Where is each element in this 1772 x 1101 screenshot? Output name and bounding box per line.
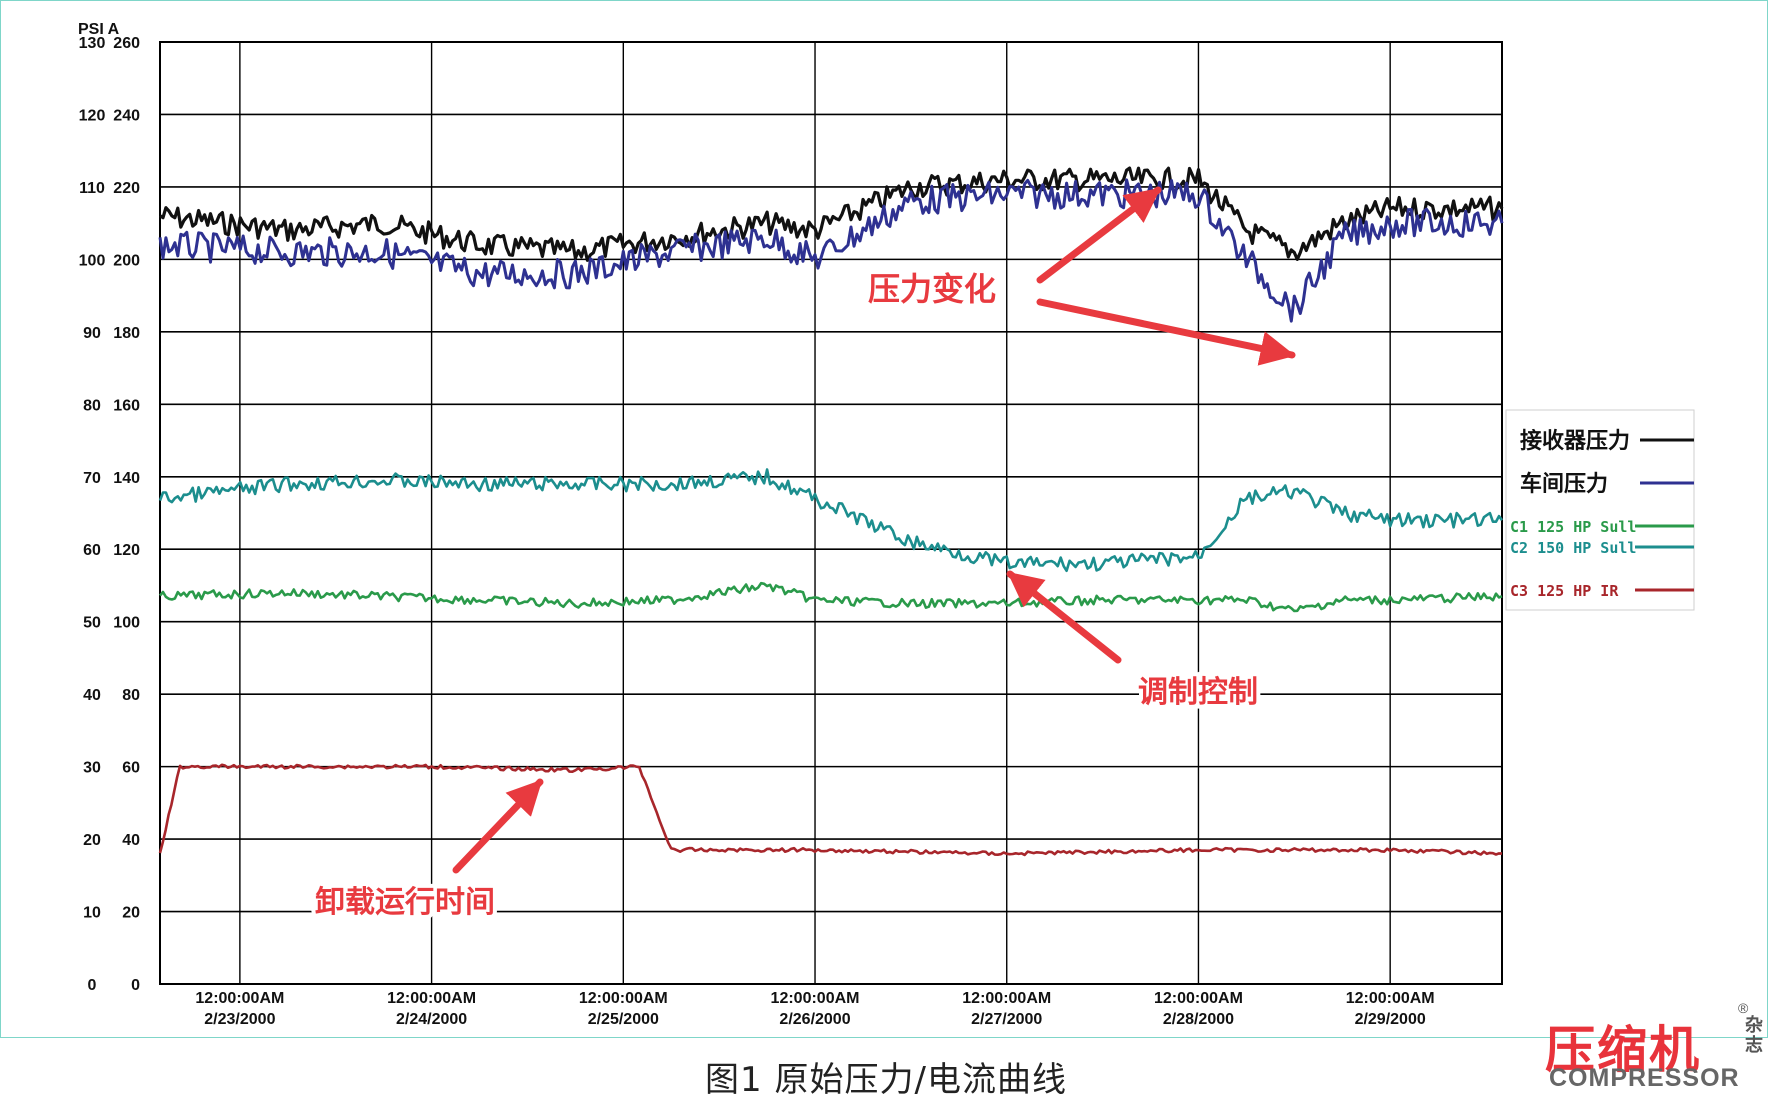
y-tick-label-psi: 60	[83, 542, 101, 559]
x-tick-label-date: 2/29/2000	[1355, 1011, 1426, 1028]
brand-magazine-mark: 杂志	[1745, 1015, 1763, 1056]
y-tick-label-amps: 120	[113, 542, 140, 559]
x-tick-label-time: 12:00:00AM	[1346, 990, 1435, 1007]
series-line	[159, 166, 1504, 262]
x-tick-label-date: 2/26/2000	[779, 1011, 850, 1028]
x-tick-label-time: 12:00:00AM	[195, 990, 284, 1007]
brand-logo: 压缩机 COMPRESSOR 杂志 ®	[1545, 1000, 1767, 1092]
x-tick-label-time: 12:00:00AM	[1154, 990, 1243, 1007]
series-line	[158, 763, 1503, 857]
annotation-arrow	[452, 778, 544, 874]
y-tick-label-psi: 80	[83, 397, 101, 414]
registered-mark: ®	[1738, 1000, 1749, 1016]
legend-entry-label: C1 125 HP Sull	[1510, 518, 1636, 536]
legend-entry-label: C3 125 HP IR	[1510, 582, 1619, 600]
y-tick-label-amps: 200	[113, 252, 140, 269]
y-tick-label-psi: 70	[83, 470, 101, 487]
legend-box	[1505, 409, 1695, 611]
y-tick-label-psi: 30	[83, 760, 101, 777]
series-line	[158, 178, 1504, 323]
annotation-arrow	[1006, 570, 1122, 664]
y-tick-label-amps: 220	[113, 180, 140, 197]
y-tick-label-psi: 130	[79, 35, 106, 52]
y-tick-label-psi: 110	[79, 180, 105, 197]
y-tick-label-psi: 0	[88, 977, 97, 994]
x-tick-label-date: 2/27/2000	[971, 1011, 1042, 1028]
x-tick-label-time: 12:00:00AM	[962, 990, 1051, 1007]
y-tick-label-psi: 10	[83, 905, 101, 922]
y-tick-label-psi: 20	[83, 832, 101, 849]
y-tick-label-amps: 160	[113, 397, 140, 414]
y-tick-label-psi: 100	[79, 252, 106, 269]
y-tick-label-amps: 80	[122, 687, 140, 704]
series-layer	[158, 166, 1504, 857]
units-label: PSI A	[78, 21, 120, 38]
legend-entry-label: C2 150 HP Sull	[1510, 539, 1636, 557]
legend-entry-label: 车间压力	[1520, 471, 1608, 497]
x-tick-label-date: 2/24/2000	[396, 1011, 467, 1028]
annotation-label: 卸载运行时间	[315, 885, 495, 920]
x-tick-label-date: 2/28/2000	[1163, 1011, 1234, 1028]
y-tick-label-amps: 0	[131, 977, 140, 994]
y-tick-label-amps: 20	[122, 905, 140, 922]
x-tick-label-date: 2/25/2000	[588, 1011, 659, 1028]
plot-border	[159, 41, 1503, 985]
y-tick-label-psi: 40	[83, 687, 101, 704]
annotation-arrow	[1036, 186, 1162, 284]
y-tick-label-amps: 100	[113, 615, 140, 632]
brand-name-en: COMPRESSOR	[1549, 1064, 1740, 1092]
annotation-label: 压力变化	[868, 270, 996, 308]
y-tick-label-amps: 240	[113, 107, 140, 124]
figure-frame	[0, 0, 1768, 1038]
legend-entry-label: 接收器压力	[1520, 428, 1630, 454]
y-tick-label-psi: 120	[79, 107, 106, 124]
x-tick-label-time: 12:00:00AM	[771, 990, 860, 1007]
y-tick-label-amps: 140	[113, 470, 140, 487]
y-tick-label-psi: 50	[83, 615, 101, 632]
y-tick-label-amps: 180	[113, 325, 140, 342]
y-tick-label-amps: 260	[113, 35, 140, 52]
grid-layer	[159, 41, 1503, 985]
y-tick-label-amps: 40	[122, 832, 140, 849]
figure-caption: 图1 原始压力/电流曲线	[705, 1060, 1067, 1100]
series-line	[158, 468, 1504, 573]
y-tick-label-psi: 90	[83, 325, 101, 342]
axis-layer: 0 0 10 20 20 40 30 60 40 80 50 100 60 120 70 140 80 160 90…	[78, 21, 1435, 1028]
brand-name-cn: 压缩机	[1545, 1021, 1701, 1079]
pressure-current-chart: 0 0 10 20 20 40 30 60 40 80 50 100 60 120 70 140 80 160 90…	[78, 21, 1695, 1028]
x-tick-label-date: 2/23/2000	[204, 1011, 275, 1028]
x-tick-label-time: 12:00:00AM	[387, 990, 476, 1007]
y-tick-label-amps: 60	[122, 760, 140, 777]
series-line	[159, 581, 1503, 613]
x-tick-label-time: 12:00:00AM	[579, 990, 668, 1007]
annotation-label: 调制控制	[1138, 675, 1258, 710]
annotation-arrow	[1036, 298, 1296, 366]
